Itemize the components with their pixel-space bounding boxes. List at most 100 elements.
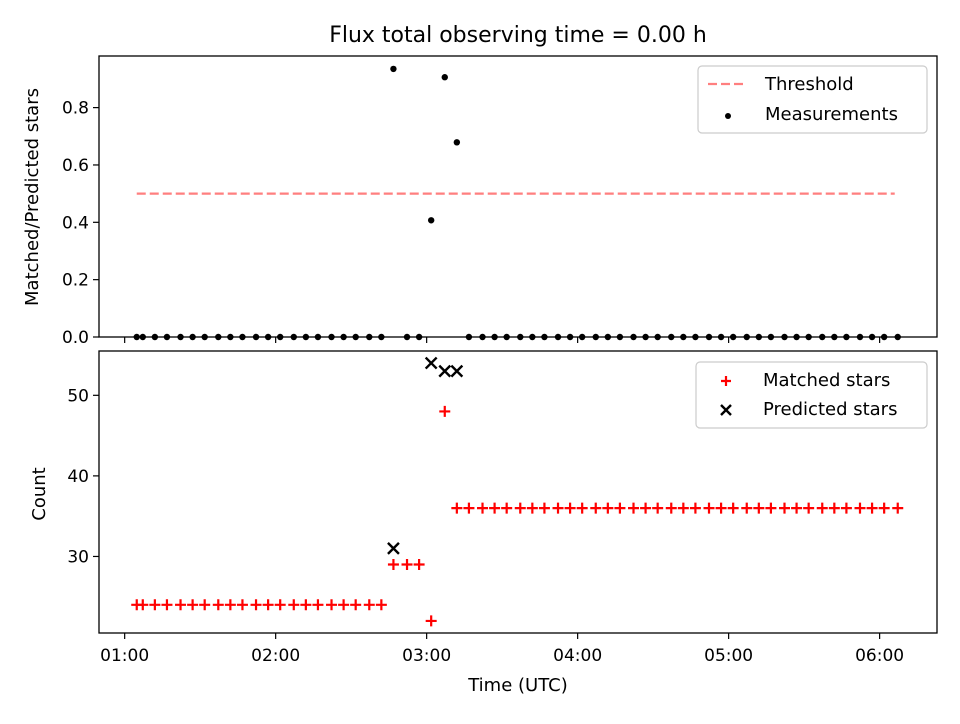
matched-star-marker [866, 502, 878, 514]
bottom-x-tick-label: 02:00 [251, 646, 300, 666]
top-axes-frame [98, 55, 938, 338]
matched-star-marker [840, 502, 852, 514]
matched-star-marker [538, 502, 550, 514]
matched-star-marker [665, 502, 677, 514]
matched-star-marker [489, 502, 501, 514]
matched-star-marker [501, 502, 513, 514]
matched-star-marker [187, 599, 199, 611]
matched-star-marker [401, 559, 413, 571]
bottom-x-tick-label: 05:00 [704, 646, 753, 666]
matched-star-marker [477, 502, 489, 514]
matched-star-marker [451, 502, 463, 514]
matched-star-marker [753, 502, 765, 514]
matched-star-marker [677, 502, 689, 514]
matched-star-marker [199, 599, 211, 611]
top-y-axis-label: Matched/Predicted stars [22, 88, 43, 306]
bottom-x-tick-label: 06:00 [855, 646, 904, 666]
matched-star-marker [652, 502, 664, 514]
bottom-axes-frame [98, 350, 938, 634]
matched-star-marker [262, 599, 274, 611]
bottom-y-axis-label: Count [29, 467, 50, 520]
legend-measurements-swatch [725, 113, 731, 119]
matched-star-marker [212, 599, 224, 611]
matched-star-marker [803, 502, 815, 514]
measurement-point [427, 217, 435, 224]
matched-star-marker [640, 502, 652, 514]
matched-star-marker [288, 599, 300, 611]
matched-star-marker [439, 405, 451, 417]
matched-star-marker [878, 502, 890, 514]
matched-star-marker [602, 502, 614, 514]
x-axis-label: Time (UTC) [467, 675, 568, 696]
matched-star-marker [526, 502, 538, 514]
matched-star-marker [149, 599, 161, 611]
matched-star-marker [312, 599, 324, 611]
matched-star-marker [514, 502, 526, 514]
legend-predicted-swatch [720, 404, 732, 416]
top-legend: Threshold Measurements [697, 65, 928, 134]
bottom-x-tick-label: 01:00 [100, 646, 149, 666]
bottom-y-tick-label: 30 [67, 547, 89, 567]
legend-measurements-label: Measurements [765, 104, 898, 125]
matched-star-marker [326, 599, 338, 611]
measurement-point [441, 74, 448, 81]
predicted-star-marker [450, 364, 464, 378]
matched-star-marker [350, 599, 362, 611]
matched-star-marker [300, 599, 312, 611]
predicted-star-marker [438, 364, 452, 378]
chart-title: Flux total observing time = 0.00 h [329, 23, 707, 48]
matched-star-marker [828, 502, 840, 514]
matched-star-marker [338, 599, 350, 611]
matched-star-marker [463, 502, 475, 514]
matched-star-marker [425, 615, 437, 627]
bottom-x-tick-label: 04:00 [553, 646, 602, 666]
matched-star-marker [765, 502, 777, 514]
matched-star-marker [628, 502, 640, 514]
matched-star-marker [387, 559, 399, 571]
matched-star-marker [715, 502, 727, 514]
matched-star-marker [236, 599, 248, 611]
matched-star-marker [137, 599, 149, 611]
matched-star-marker [727, 502, 739, 514]
top-y-tick-label: 0.6 [62, 156, 89, 176]
legend-matched-swatch [721, 376, 731, 386]
top-y-tick-label: 0.4 [62, 213, 89, 233]
bottom-y-tick-label: 50 [67, 386, 89, 406]
top-y-tick-label: 0.2 [62, 271, 89, 291]
matched-star-marker [175, 599, 187, 611]
matched-star-marker [590, 502, 602, 514]
matched-star-marker [741, 502, 753, 514]
predicted-star-marker [387, 542, 400, 555]
bottom-legend: Matched stars Predicted stars [695, 361, 928, 429]
measurement-point [453, 139, 461, 146]
matched-star-marker [413, 559, 425, 571]
matched-star-marker [689, 502, 701, 514]
matched-star-marker [161, 599, 173, 611]
matched-star-marker [791, 502, 803, 514]
matched-star-marker [703, 502, 715, 514]
matched-star-marker [778, 502, 790, 514]
top-y-tick-label: 0.8 [62, 99, 89, 119]
top-y-tick-label: 0.0 [62, 328, 89, 348]
top-legend-box [697, 65, 928, 134]
matched-star-marker [375, 599, 387, 611]
predicted-star-marker [424, 356, 438, 370]
legend-matched-label: Matched stars [763, 370, 890, 391]
bottom-y-tick-label: 40 [67, 467, 89, 487]
legend-predicted-label: Predicted stars [763, 399, 897, 420]
measurement-point [390, 65, 397, 73]
matched-star-marker [363, 599, 375, 611]
matched-star-marker [224, 599, 236, 611]
matched-star-marker [576, 502, 588, 514]
matched-star-marker [892, 502, 904, 514]
bottom-legend-box [695, 361, 928, 429]
matched-star-marker [816, 502, 828, 514]
matched-star-marker [854, 502, 866, 514]
legend-threshold-label: Threshold [764, 74, 854, 95]
bottom-axes: 30 40 50 01:00 02:00 03:00 04:00 05:00 06:00 Matc… [67, 350, 938, 666]
matched-star-marker [614, 502, 626, 514]
matched-star-marker [250, 599, 262, 611]
matched-star-marker [552, 502, 564, 514]
